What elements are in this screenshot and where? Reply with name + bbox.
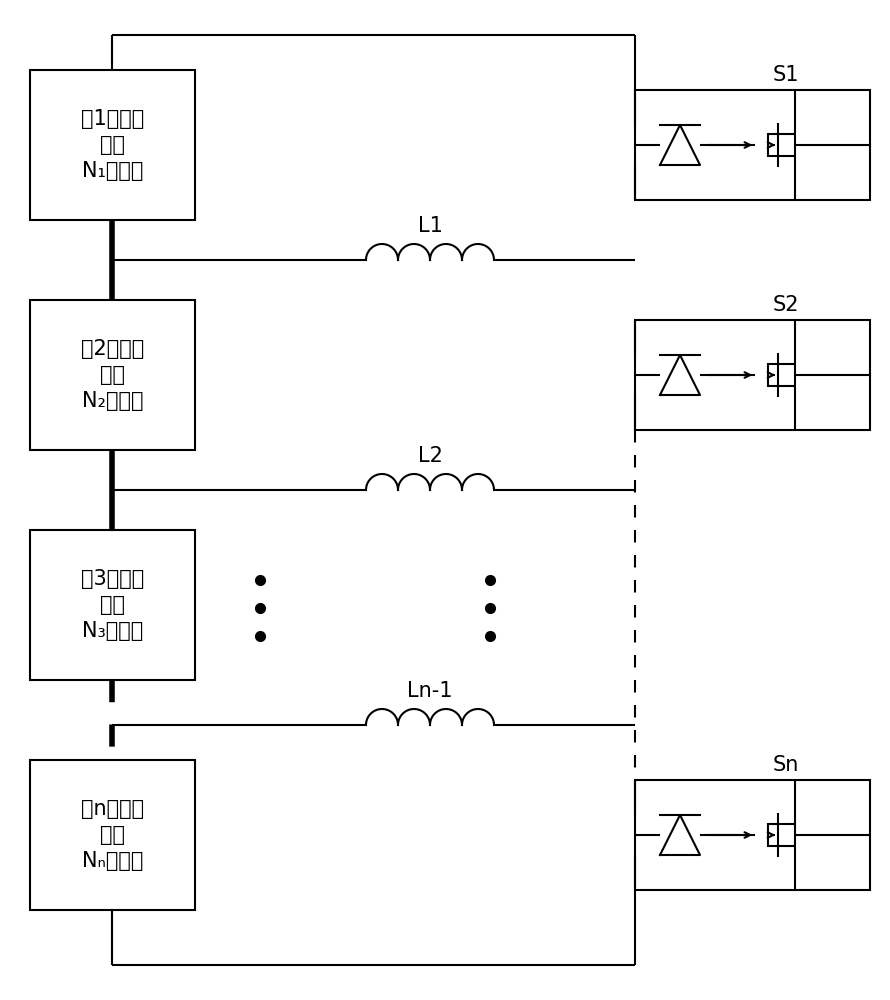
Bar bbox=[30, 300, 195, 450]
Text: 第3个电池
模块
N₃个电池: 第3个电池 模块 N₃个电池 bbox=[81, 569, 144, 641]
Text: Sn: Sn bbox=[773, 755, 799, 775]
Text: Ln-1: Ln-1 bbox=[408, 681, 453, 701]
Bar bbox=[30, 530, 195, 680]
Text: L2: L2 bbox=[417, 446, 442, 466]
Bar bbox=[30, 760, 195, 910]
Text: S2: S2 bbox=[773, 295, 799, 315]
Text: S1: S1 bbox=[773, 65, 799, 85]
Bar bbox=[635, 780, 870, 890]
Text: 第1个电池
模块
N₁个电池: 第1个电池 模块 N₁个电池 bbox=[81, 109, 144, 181]
Text: 第2个电池
模块
N₂个电池: 第2个电池 模块 N₂个电池 bbox=[81, 339, 144, 411]
Bar bbox=[635, 320, 870, 430]
Text: 第n个电池
模块
Nₙ个电池: 第n个电池 模块 Nₙ个电池 bbox=[81, 799, 144, 871]
Bar bbox=[635, 90, 870, 200]
Text: L1: L1 bbox=[417, 216, 442, 236]
Bar bbox=[30, 70, 195, 220]
